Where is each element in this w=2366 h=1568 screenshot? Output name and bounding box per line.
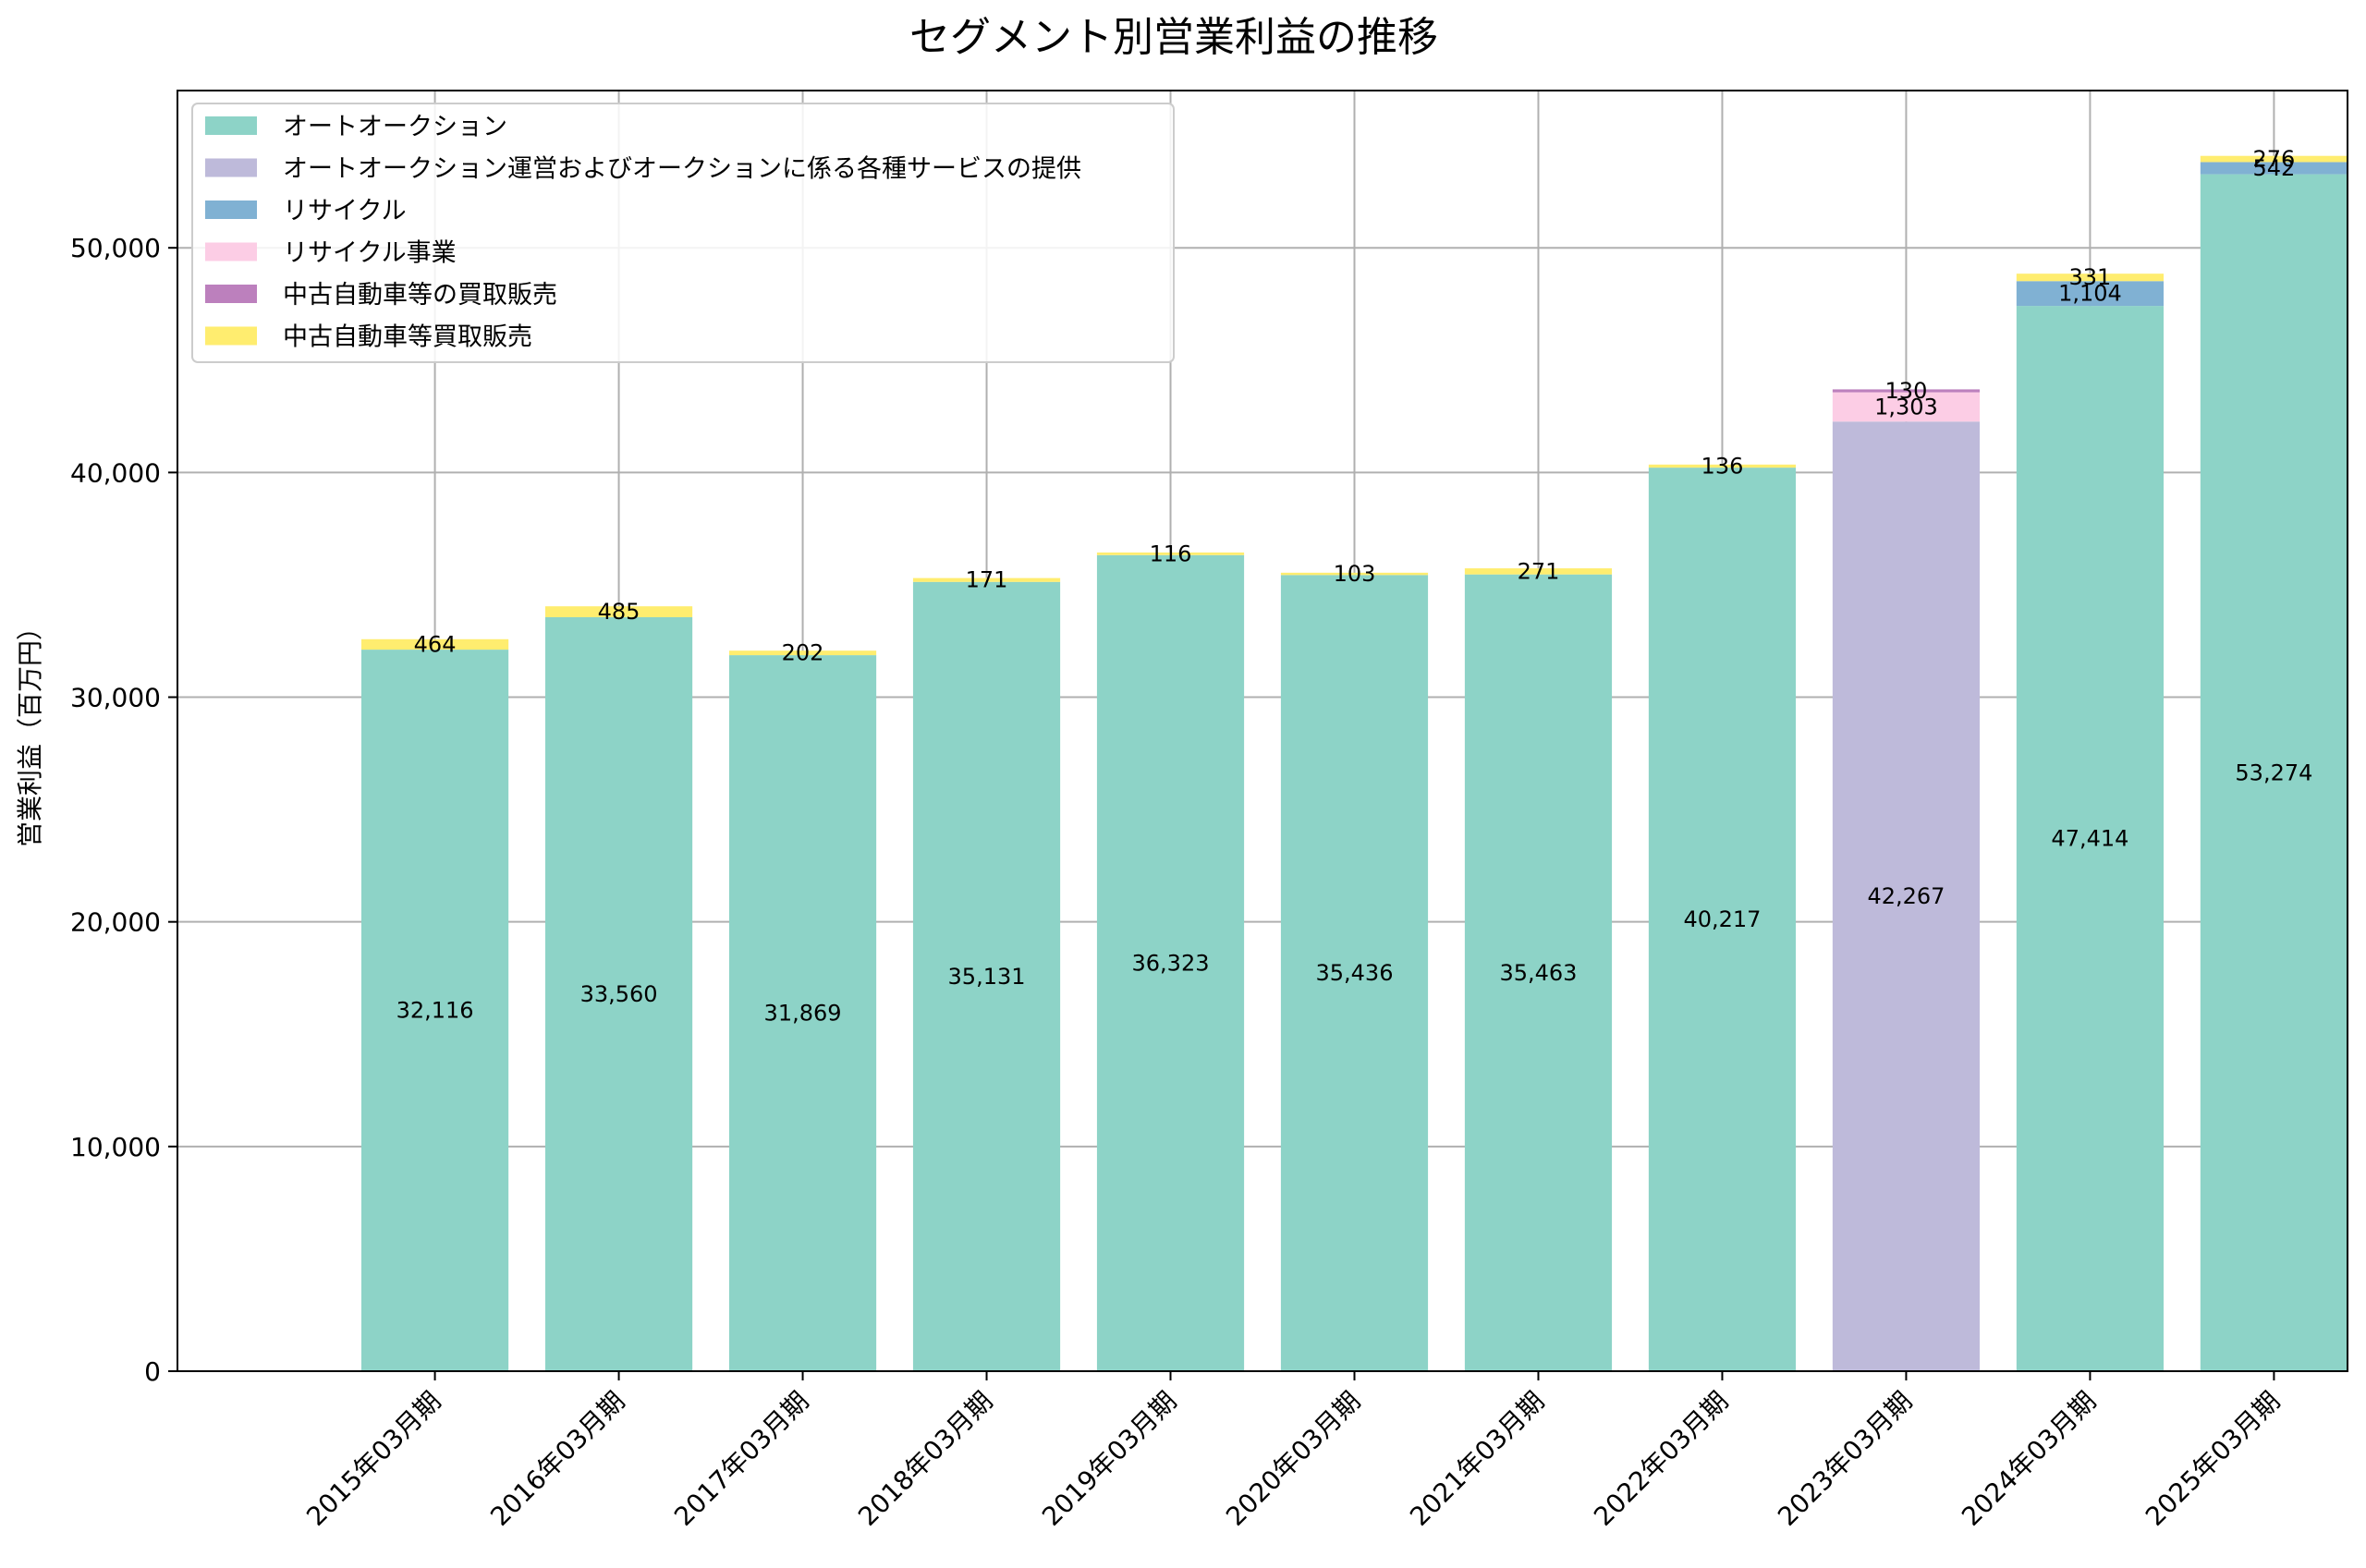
bar-value-label: 35,131 <box>948 964 1026 990</box>
bar-segment <box>2016 273 2165 282</box>
bar-segment <box>2200 155 2348 163</box>
bar-value-label: 31,869 <box>764 1001 842 1027</box>
x-tick-label: 2018年03月期 <box>852 1386 998 1532</box>
y-tick-label: 20,000 <box>70 907 161 938</box>
bar-segment <box>1096 554 1245 1371</box>
bar-segment <box>1832 389 1981 393</box>
bar-segment <box>1648 464 1797 468</box>
bar-value-labels: 32,116 464 33,560 485 31,869 202 35,131 171 36,3… <box>396 146 2313 1026</box>
x-tick-label: 2017年03月期 <box>668 1386 814 1532</box>
x-tick-label: 2021年03月期 <box>1404 1386 1550 1532</box>
bar-value-label: 33,560 <box>580 981 658 1007</box>
chart-title: セグメント別営業利益の推移 <box>909 14 1438 61</box>
bar-segment <box>2200 162 2348 175</box>
bar-segment <box>360 650 509 1371</box>
bar-value-label: 42,267 <box>1867 883 1945 909</box>
bar-segment <box>2200 174 2348 1372</box>
bar-segment <box>912 581 1061 1371</box>
y-tick-label: 10,000 <box>70 1132 161 1162</box>
legend-swatch <box>205 326 257 346</box>
legend-label: オートオークション運営およびオークションに係る各種サービスの提供 <box>283 155 1081 184</box>
plot-frame <box>177 90 2348 1372</box>
bar-segment <box>1464 568 1613 575</box>
bar-segment <box>1832 392 1981 422</box>
legend-label: 中古自動車等買取販売 <box>283 323 532 352</box>
bar-value-label: 331 <box>2069 264 2112 290</box>
bar-segment <box>360 638 509 650</box>
bar-segment <box>2016 306 2165 1371</box>
bar-segment <box>728 650 877 656</box>
bar-value-label: 35,463 <box>1499 960 1577 986</box>
x-tick-label: 2016年03月期 <box>484 1386 630 1532</box>
bar-value-label: 116 <box>1150 541 1192 566</box>
bar-value-label: 35,436 <box>1315 960 1393 986</box>
bar-value-label: 130 <box>1885 378 1928 404</box>
y-tick-label: 30,000 <box>70 683 161 713</box>
bar-value-label: 202 <box>782 640 824 666</box>
legend: オートオークションオートオークション運営およびオークションに係る各種サービスの提… <box>191 103 1175 363</box>
bar-value-label: 542 <box>2253 155 2296 181</box>
x-tick-label: 2022年03月期 <box>1588 1386 1734 1532</box>
x-tick-label: 2015年03月期 <box>300 1386 446 1532</box>
y-axis-label: 営業利益（百万円） <box>15 614 45 847</box>
legend-swatch <box>205 158 257 177</box>
bar-value-label: 485 <box>598 599 640 625</box>
legend-frame <box>191 103 1175 363</box>
bar-value-label: 36,323 <box>1132 950 1210 976</box>
bar-segment <box>912 577 1061 582</box>
bar-segment <box>1464 574 1613 1371</box>
bar-value-label: 53,274 <box>2235 760 2312 785</box>
legend-swatch <box>205 116 257 135</box>
bar-value-label: 103 <box>1334 561 1376 587</box>
bar-segment <box>544 616 693 1371</box>
y-tick-label: 0 <box>144 1356 161 1387</box>
legend-label: オートオークション <box>283 113 507 141</box>
bar-value-label: 47,414 <box>2051 826 2128 852</box>
bars <box>360 155 2348 1372</box>
bar-value-label: 32,116 <box>396 998 474 1024</box>
x-tick-label: 2024年03月期 <box>1956 1386 2102 1532</box>
bar-segment <box>1096 552 1245 555</box>
bar-segment <box>1280 572 1429 576</box>
bar-value-label: 464 <box>414 631 457 657</box>
legend-swatch <box>205 201 257 219</box>
bar-value-label: 40,217 <box>1683 906 1761 932</box>
bar-segment <box>1648 468 1797 1371</box>
bar-segment <box>2016 281 2165 307</box>
bar-segment <box>1280 575 1429 1371</box>
bar-segment <box>728 655 877 1371</box>
bar-segment <box>1832 421 1981 1372</box>
bar-value-label: 136 <box>1701 453 1744 479</box>
legend-swatch <box>205 285 257 303</box>
legend-label: リサイクル <box>283 197 407 225</box>
bar-value-label: 276 <box>2253 146 2296 172</box>
y-tick-label: 40,000 <box>70 457 161 488</box>
legend-label: 中古自動車等の買取販売 <box>283 281 557 310</box>
y-tick-label: 50,000 <box>70 233 161 263</box>
x-tick-label: 2020年03月期 <box>1220 1386 1366 1532</box>
x-tick-label: 2019年03月期 <box>1036 1386 1182 1532</box>
bar-value-label: 271 <box>1518 558 1560 584</box>
bar-value-label: 171 <box>966 567 1008 593</box>
x-tick-label: 2023年03月期 <box>1772 1386 1918 1532</box>
x-tick-label: 2025年03月期 <box>2140 1386 2286 1532</box>
bar-segment <box>544 606 693 617</box>
bar-value-label: 1,303 <box>1874 394 1938 419</box>
legend-label: リサイクル事業 <box>283 239 457 268</box>
bar-value-label: 1,104 <box>2058 281 2122 307</box>
legend-swatch <box>205 242 257 261</box>
